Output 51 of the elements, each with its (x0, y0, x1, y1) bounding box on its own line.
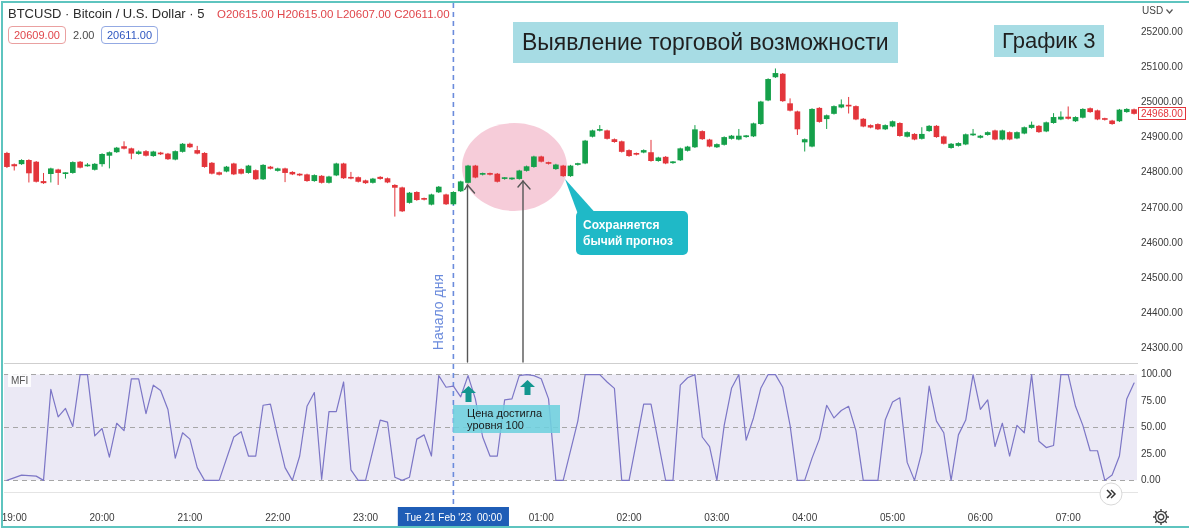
x-tick-label: 21:00 (177, 511, 203, 523)
note-box: Цена достигла уровня 100 (453, 404, 561, 433)
y-tick-label: 24800.00 (1141, 166, 1184, 178)
candlestick (648, 139, 654, 163)
y-tick-label: 50.00 (1141, 421, 1167, 433)
x-tick-label: 19:00 (1, 511, 28, 523)
y-tick-label: 24400.00 (1141, 307, 1184, 319)
text: MFI (8, 374, 32, 387)
title-banner: График 3 (994, 25, 1104, 57)
x-tick-label: 07:00 (1055, 511, 1082, 523)
y-tick-label: 100.00 (1141, 368, 1173, 380)
candlestick (765, 77, 771, 102)
annotation: Цена достигла уровня 100 (467, 406, 543, 431)
x-tick-label: 20:00 (89, 511, 116, 523)
price-tag: 24968.00 (1138, 107, 1186, 120)
y-tick-label: 24500.00 (1141, 271, 1184, 283)
x-tick-label: 02:00 (616, 511, 642, 523)
candlestick (582, 139, 588, 165)
y-tick-label: 25100.00 (1141, 60, 1184, 72)
rounded-box: 20609.00 (8, 26, 66, 44)
x-tick-label: Tue 21 Feb '23 00:00 (404, 511, 503, 523)
annotation: BTCUSD · Bitcoin / U.S. Dollar · 5 (8, 6, 205, 21)
annotation: Сохраняется бычий прогноз (583, 218, 674, 248)
x-tick-label: 23:00 (353, 511, 379, 523)
x-tick-label: 05:00 (880, 511, 906, 523)
y-axis-title: USD (1142, 5, 1164, 16)
y-tick-label: 24600.00 (1141, 236, 1184, 248)
y-tick-label: 24700.00 (1141, 201, 1184, 213)
x-tick-label: 03:00 (704, 511, 730, 523)
ref-line-label: Начало дня (430, 274, 447, 351)
candlestick (757, 100, 764, 126)
candlestick (692, 124, 698, 149)
y-tick-label: 75.00 (1141, 394, 1167, 406)
y-tick-label: 0.00 (1141, 474, 1161, 486)
candlestick (282, 167, 288, 183)
annotation: 20611.00 (107, 29, 153, 41)
annotation: O20615.00 H20615.00 L20607.00 C20611.00 (217, 8, 450, 20)
annotation: 2.00 (73, 28, 95, 43)
rounded-box: 20611.00 (101, 26, 159, 44)
y-tick-label: 24300.00 (1141, 342, 1184, 354)
x-tick-label: 04:00 (792, 511, 818, 523)
y-tick-label: 25200.00 (1141, 25, 1184, 37)
title-banner: Выявление торговой возможности (513, 22, 898, 63)
x-tick-label: 22:00 (265, 511, 291, 523)
y-tick-label: 24900.00 (1141, 131, 1184, 143)
annotation: 20609.00 (14, 29, 60, 41)
x-tick-label: 06:00 (967, 511, 994, 523)
y-tick-label: 25.00 (1141, 447, 1167, 459)
y-tick-label: 25000.00 (1141, 95, 1184, 107)
candlestick (121, 140, 127, 150)
x-tick-label: 01:00 (528, 511, 555, 523)
